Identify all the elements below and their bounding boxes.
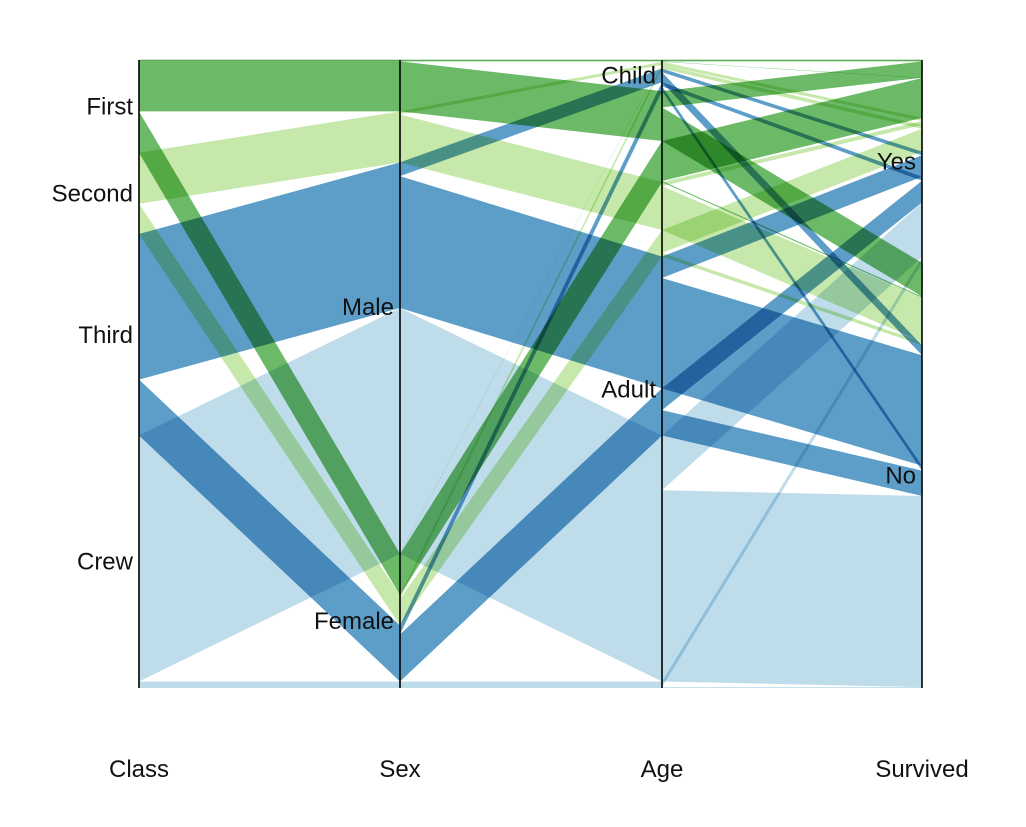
- ribbon-sex-age-first-female-adult: [400, 141, 662, 596]
- ribbon-age-survived-first-female-adult-yes: [662, 77, 922, 181]
- ribbon-age-survived-second-male-adult-yes: [662, 121, 922, 187]
- ribbon-sex-age-second-male-child: [400, 61, 662, 115]
- ribbon-class-sex-second-female: [139, 203, 400, 626]
- axis-title-class: Class: [109, 756, 169, 783]
- ribbon-class-sex-crew-male: [139, 307, 400, 682]
- ribbon-sex-age-crew-female-adult: [400, 681, 662, 688]
- ribbon-sex-age-third-female-adult: [400, 388, 662, 682]
- category-label-class-second: Second: [52, 180, 133, 207]
- category-label-sex-female: Female: [314, 608, 394, 635]
- ribbon-class-sex-crew-female: [139, 681, 400, 688]
- category-label-age-adult: Adult: [601, 377, 656, 404]
- ribbon-age-survived-crew-male-adult-yes: [662, 202, 922, 491]
- ribbon-age-survived-crew-female-adult-no: [662, 687, 922, 688]
- category-label-age-child: Child: [601, 63, 656, 90]
- ribbon-class-sex-first-female: [139, 111, 400, 596]
- ribbon-sex-age-crew-male-adult: [400, 307, 662, 682]
- category-label-survived-yes: Yes: [877, 148, 916, 175]
- ribbon-age-survived-crew-female-adult-yes: [662, 257, 922, 688]
- ribbon-class-sex-second-male: [139, 111, 400, 204]
- ribbon-age-survived-third-male-adult-yes: [662, 155, 922, 278]
- category-label-sex-male: Male: [342, 294, 394, 321]
- ribbon-age-survived-first-male-adult-yes: [662, 61, 922, 108]
- category-label-class-first: First: [86, 93, 133, 120]
- axis-title-sex: Sex: [379, 756, 420, 783]
- axis-title-survived: Survived: [875, 756, 968, 783]
- ribbon-sex-age-second-female-child: [400, 64, 662, 599]
- category-label-class-third: Third: [78, 322, 133, 349]
- ribbons-layer: [139, 60, 922, 688]
- labels-layer: First Second Third Crew Class Male Female Sex Ch…: [52, 63, 969, 783]
- ribbon-sex-age-second-male-adult: [400, 114, 662, 231]
- ribbon-sex-age-second-female-adult: [400, 230, 662, 626]
- ribbon-age-survived-second-female-adult-yes: [662, 128, 922, 253]
- axis-title-age: Age: [641, 756, 684, 783]
- ribbon-sex-age-first-male-adult: [400, 61, 662, 142]
- axes-layer: [138, 59, 923, 688]
- category-label-survived-no: No: [885, 462, 916, 489]
- ribbon-sex-age-first-female-child: [400, 61, 662, 555]
- ribbon-age-survived-crew-male-adult-no: [662, 490, 922, 688]
- category-label-class-crew: Crew: [77, 549, 134, 576]
- ribbon-age-survived-third-female-adult-yes: [662, 180, 922, 411]
- ribbon-class-sex-first-male: [139, 60, 400, 112]
